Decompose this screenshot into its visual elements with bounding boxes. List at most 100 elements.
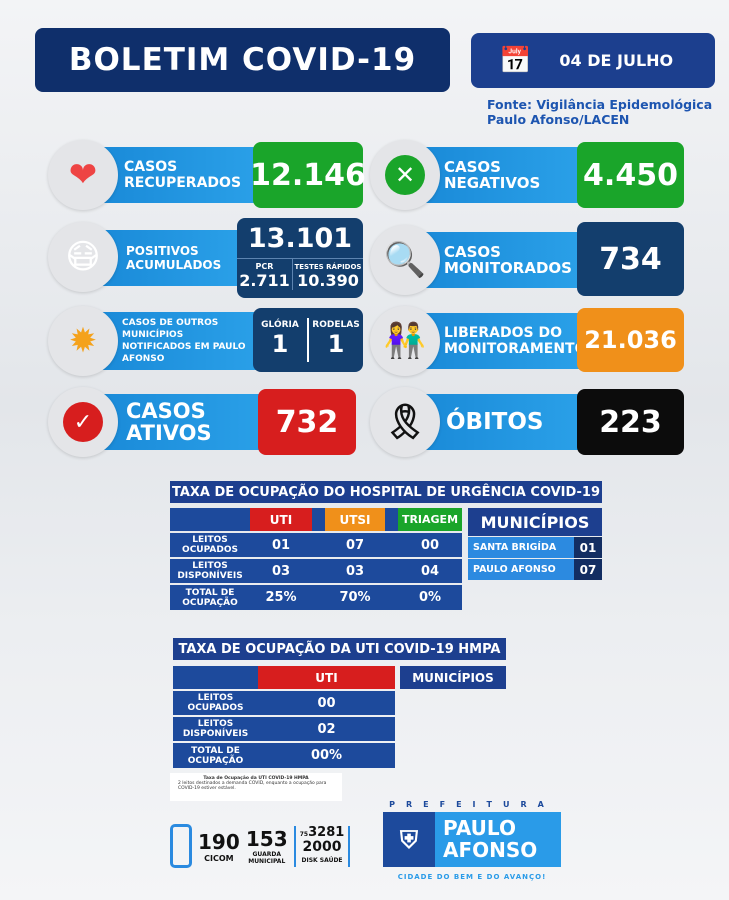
table-row: LEITOS OCUPADOS 01 07 00 [170, 533, 462, 557]
cell: 00 [420, 537, 440, 553]
row-label: LEITOS OCUPADOS [187, 693, 244, 713]
date-text: 04 DE JULHO [559, 51, 674, 70]
mourning-ribbon-icon: 🎗 [370, 387, 440, 457]
monitorados-label: CASOS MONITORADOS [420, 232, 580, 288]
col-triagem: TRIAGEM [398, 508, 462, 531]
heart-hands-icon: ❤ [48, 140, 118, 210]
cell: 00% [310, 748, 343, 763]
rodelas-cell: RODELAS 1 [309, 308, 363, 372]
people-icon: 👫 [370, 306, 440, 376]
recuperados-label: CASOS RECUPERADOS [100, 147, 260, 203]
row-label: LEITOS OCUPADOS [182, 535, 238, 555]
calendar-icon: 📅 [499, 45, 532, 76]
cell: 02 [317, 721, 336, 737]
municipio-name: RODELAS [312, 320, 360, 330]
table-row: TOTAL DE OCUPAÇÃO 00% [173, 743, 395, 768]
ativos-value: 732 [258, 389, 356, 455]
negativos-value: 4.450 [577, 142, 684, 208]
prefeitura-logo: PREFEITURA ⛨ PAULO AFONSO CIDADE DO BEM E… [383, 800, 561, 881]
ativos-label: CASOS ATIVOS [100, 394, 265, 450]
logo-prefix: PREFEITURA [389, 800, 555, 809]
number: 153 [245, 827, 288, 851]
municipio-name: GLÓRIA [261, 320, 299, 330]
note-text: 2 leitos destinados a demanda COVID, enq… [178, 781, 327, 791]
phone-190: 190 CICOM [198, 830, 240, 863]
cell: 04 [420, 563, 440, 579]
pcr-cell: PCR 2.711 [237, 259, 292, 290]
ddd: 75 [299, 830, 309, 838]
source-line: Fonte: Vigilância Epidemológica [487, 97, 713, 112]
pcr-value: 2.711 [239, 271, 290, 290]
phone-disk-saude: 753281 2000 DISK SAÚDE [293, 824, 351, 867]
logo-city: PAULO AFONSO [435, 812, 561, 867]
title-text: BOLETIM COVID-19 [68, 42, 417, 78]
date-badge: 📅 04 DE JULHO [471, 33, 715, 88]
source-line: Paulo Afonso/LACEN [487, 112, 630, 127]
municipio-name: SANTA BRIGÍDA [468, 537, 574, 558]
cell: 0% [418, 590, 442, 605]
label: GUARDA MUNICIPAL [248, 851, 286, 865]
row-label: LEITOS DISPONÍVEIS [177, 561, 243, 581]
label: CASOS MONITORADOS [444, 243, 572, 277]
obitos-label: ÓBITOS [420, 394, 580, 450]
col-uti: UTI [258, 666, 395, 689]
number: 190 [198, 829, 240, 854]
phone-153: 153 GUARDA MUNICIPAL [246, 827, 288, 865]
municipio-row: PAULO AFONSO 07 [468, 559, 602, 580]
municipios-title: MUNICÍPIOS [400, 666, 506, 689]
label: CICOM [204, 853, 234, 863]
municipios-title: MUNICÍPIOS [468, 508, 602, 536]
rapidos-value: 10.390 [297, 271, 359, 290]
gloria-cell: GLÓRIA 1 [253, 308, 307, 372]
col-utsi: UTSI [325, 508, 385, 531]
table-row: TOTAL DE OCUPAÇÃO 25% 70% 0% [170, 585, 462, 610]
note-title: Taxa de Ocupação da UTI COVID-19 HMPA [203, 776, 309, 781]
liberados-value: 21.036 [577, 308, 684, 372]
label: CASOS ATIVOS [126, 399, 212, 445]
coat-of-arms-icon: ⛨ [383, 812, 435, 867]
phone-icon [170, 824, 192, 868]
label: LIBERADOS DO MONITORAMENTO [444, 325, 587, 357]
obitos-value: 223 [577, 389, 684, 455]
municipio-name: PAULO AFONSO [468, 559, 574, 580]
municipio-value: 01 [574, 537, 602, 558]
number: 2000 [302, 838, 342, 855]
positivos-value: 13.101 [247, 223, 353, 254]
cell: 03 [345, 563, 365, 579]
recuperados-value: 12.146 [250, 142, 366, 208]
col-uti: UTI [250, 508, 312, 531]
page-title: BOLETIM COVID-19 [35, 28, 450, 92]
municipio-value: 1 [327, 330, 345, 358]
municipio-value: 07 [574, 559, 602, 580]
uti-table-title: TAXA DE OCUPAÇÃO DA UTI COVID-19 HMPA [173, 638, 506, 660]
label: CASOS RECUPERADOS [124, 159, 242, 191]
virus-icon: ✹ [48, 306, 118, 376]
city-line: PAULO [443, 816, 516, 840]
table-row: LEITOS OCUPADOS 00 [173, 691, 395, 715]
cell: 03 [271, 563, 291, 579]
negativos-label: CASOS NEGATIVOS [420, 147, 580, 203]
x-icon: ✕ [370, 140, 440, 210]
cell: 07 [345, 537, 365, 553]
cell: 25% [265, 590, 297, 605]
label: ÓBITOS [446, 409, 544, 435]
number: 3281 [308, 824, 345, 840]
row-label: TOTAL DE OCUPAÇÃO [187, 745, 244, 766]
municipio-row: SANTA BRIGÍDA 01 [468, 537, 602, 558]
monitorados-value: 734 [577, 222, 684, 296]
outros-label: CASOS DE OUTROS MUNICÍPIOS NOTIFICADOS E… [100, 312, 260, 370]
cell: 70% [339, 590, 371, 605]
label: POSITIVOS ACUMULADOS [126, 244, 222, 272]
masked-person-icon: 😷 [48, 222, 118, 292]
check-icon: ✓ [48, 387, 118, 457]
table-row: LEITOS DISPONÍVEIS 03 03 04 [170, 559, 462, 583]
note: Taxa de Ocupação da UTI COVID-19 HMPA 2 l… [170, 773, 342, 801]
phone-numbers: 190 CICOM 153 GUARDA MUNICIPAL 753281 2000 D… [170, 820, 370, 872]
city-line: AFONSO [443, 838, 538, 862]
row-label: LEITOS DISPONÍVEIS [182, 719, 249, 739]
hospital-header: UTI UTSI TRIAGEM [170, 508, 462, 531]
magnifier-icon: 🔍 [370, 225, 440, 295]
positivos-label: POSITIVOS ACUMULADOS [100, 230, 240, 286]
liberados-label: LIBERADOS DO MONITORAMENTO [420, 313, 587, 369]
rapidos-label: TESTES RÁPIDOS [294, 263, 362, 271]
